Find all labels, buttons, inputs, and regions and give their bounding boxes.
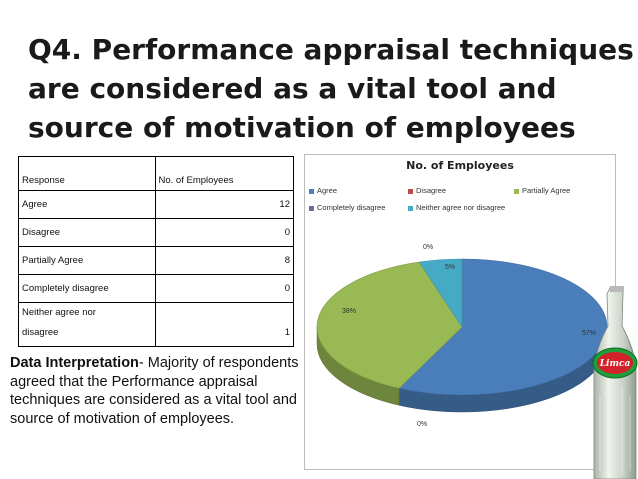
row-response-line: Neither agree nor: [22, 307, 96, 318]
legend-entry-agree: Agree: [309, 186, 337, 195]
pie-percent-label: 57%: [582, 330, 596, 337]
legend-swatch: [408, 188, 413, 194]
legend-label: Neither agree nor disagree: [416, 203, 506, 212]
pie-slice: [418, 258, 463, 329]
title-line: source of motivation of employees: [28, 111, 576, 144]
legend-entry-neither: Neither agree nor disagree: [408, 203, 505, 212]
header-response: Response: [18, 156, 156, 191]
row-count: 0: [154, 218, 294, 247]
table-row: Partially Agree 8: [18, 246, 294, 275]
legend-swatch: [514, 188, 519, 194]
legend-entry-disagree: Disagree: [408, 186, 446, 195]
chart-title: No. of Employees: [406, 159, 514, 172]
legend-swatch: [309, 205, 314, 211]
title-line: Q4. Performance appraisal techniques: [28, 33, 634, 66]
slide-title: Q4. Performance appraisal techniques are…: [28, 30, 634, 147]
data-interpretation: Data Interpretation- Majority of respond…: [10, 354, 300, 428]
table-row: Agree 12: [18, 190, 294, 219]
legend-label: Completely disagree: [317, 203, 386, 212]
row-response: Neither agree nor disagree: [18, 302, 156, 347]
table-row: Completely disagree 0: [18, 274, 294, 303]
legend-label: Partially Agree: [522, 186, 571, 195]
interpretation-label: Data Interpretation: [10, 355, 139, 371]
header-count: No. of Employees: [154, 156, 294, 191]
row-response: Agree: [18, 190, 156, 219]
row-response-line: disagree: [22, 327, 59, 338]
row-count: 0: [154, 274, 294, 303]
limca-bottle-icon: Limca: [592, 286, 638, 479]
pie-percent-label: 0%: [423, 244, 433, 251]
pie-percent-label: 5%: [445, 264, 455, 271]
legend-swatch: [309, 188, 314, 194]
row-count: 1: [154, 302, 294, 347]
row-count: 8: [154, 246, 294, 275]
table-row: Neither agree nor disagree 1: [18, 302, 294, 347]
interpretation-text: - Majority of respondents agreed that th…: [10, 355, 299, 427]
response-table: Response No. of Employees Agree 12 Disag…: [18, 156, 294, 347]
row-response: Completely disagree: [18, 274, 156, 303]
table-header-row: Response No. of Employees: [18, 156, 294, 191]
pie-chart: 57% 0% 38% 0% 5%: [316, 244, 608, 428]
logo-text: Limca: [599, 359, 631, 369]
row-response: Disagree: [18, 218, 156, 247]
legend-label: Disagree: [416, 186, 447, 195]
pie-percent-label: 38%: [342, 308, 356, 315]
pie-percent-label: 0%: [417, 421, 427, 428]
legend-entry-completely-disagree: Completely disagree: [309, 203, 385, 212]
legend-label: Agree: [317, 186, 338, 195]
pie-slice: [316, 261, 463, 389]
pie-chart-panel: No. of Employees Agree Disagree Partiall…: [304, 154, 616, 470]
legend-entry-partially-agree: Partially Agree: [514, 186, 570, 195]
table-row: Disagree 0: [18, 218, 294, 247]
row-response: Partially Agree: [18, 246, 156, 275]
row-count: 12: [154, 190, 294, 219]
legend-swatch: [408, 205, 413, 211]
title-line: are considered as a vital tool and: [28, 72, 557, 105]
